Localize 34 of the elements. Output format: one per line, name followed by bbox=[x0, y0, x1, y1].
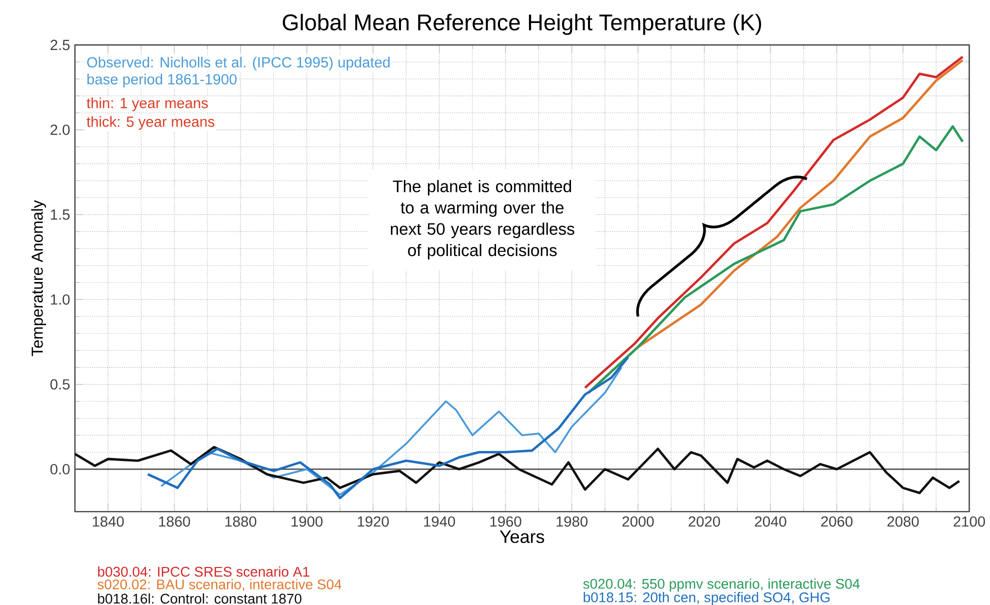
x-tick-label: 2060 bbox=[821, 516, 852, 527]
y-tick-label: 0.5 bbox=[50, 379, 70, 390]
chart-title: Global Mean Reference Height Temperature (K) bbox=[282, 14, 762, 35]
x-tick-label: 1860 bbox=[159, 516, 190, 527]
text: s020.02: BAU scenario, interactive S04 bbox=[98, 579, 342, 591]
x-axis-title: Years bbox=[500, 530, 544, 544]
y-tick-label: 0.0 bbox=[50, 464, 70, 474]
x-tick-label: 2080 bbox=[887, 516, 919, 527]
annotation: thick: 5 year means bbox=[86, 116, 214, 130]
x-tick-label: 1840 bbox=[92, 516, 124, 527]
text: b018.15: 20th cen, specified SO4, GHG bbox=[584, 592, 830, 605]
x-tick-label: 2000 bbox=[622, 516, 654, 527]
x-tick-label: 1940 bbox=[424, 516, 456, 527]
x-tick-label: 2040 bbox=[754, 516, 786, 527]
annotation: base period 1861-1900 bbox=[87, 74, 237, 88]
y-tick-label: 2.5 bbox=[50, 40, 70, 50]
x-tick-label: 1980 bbox=[556, 516, 588, 527]
annotation: thin: 1 year means bbox=[86, 97, 208, 112]
annotation: The planet is committed to a warming over the next 50 years regardless of political decisions bbox=[390, 180, 574, 260]
y-tick-label: 1.0 bbox=[50, 294, 70, 305]
x-tick-label: 1960 bbox=[490, 516, 522, 527]
y-tick-label: 1.5 bbox=[50, 210, 70, 220]
x-tick-label: 2100 bbox=[954, 516, 985, 527]
y-axis-title: Temperature Anomaly bbox=[31, 200, 46, 356]
text: b030.04: IPCC SRES scenario A1 bbox=[98, 566, 310, 577]
y-tick-label: 2.0 bbox=[50, 124, 70, 135]
x-tick-label: 1880 bbox=[225, 516, 256, 527]
annotation: Observed: Nicholls et al. (IPCC 1995) updated bbox=[87, 56, 390, 70]
text: b018.16l: Control: constant 1870 bbox=[98, 593, 302, 604]
text: s020.04: 550 ppmv scenario, interactive S04 bbox=[583, 578, 860, 592]
line-series bbox=[587, 125, 964, 394]
x-tick-label: 1900 bbox=[292, 516, 323, 527]
x-tick-label: 1920 bbox=[358, 516, 389, 527]
x-tick-label: 2020 bbox=[688, 516, 720, 527]
